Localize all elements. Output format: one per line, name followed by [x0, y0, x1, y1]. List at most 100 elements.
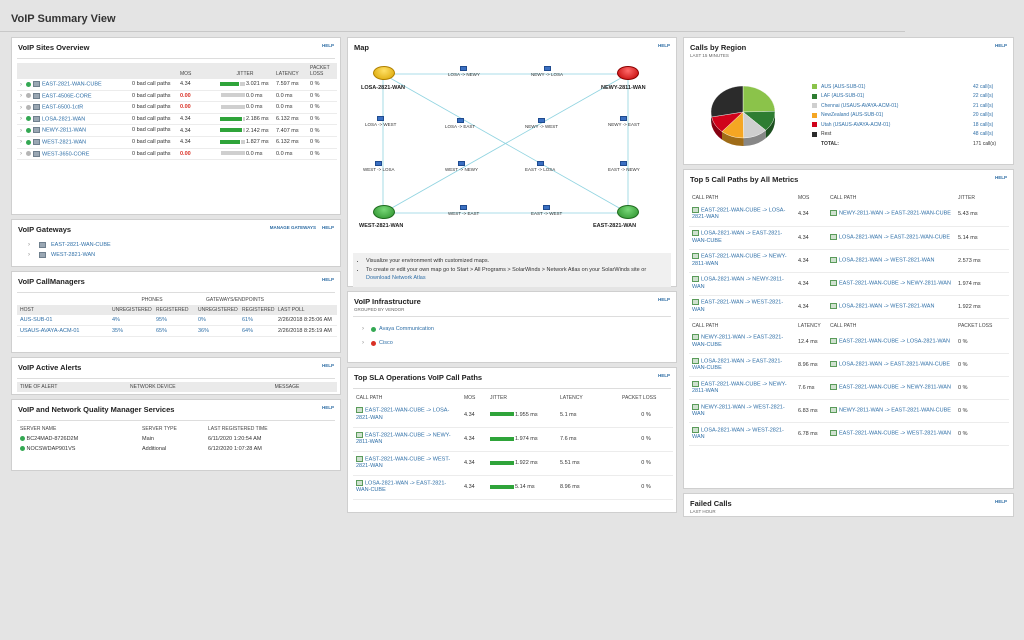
col-packet-loss[interactable]: PACKET LOSS: [619, 393, 673, 403]
region-pie-chart[interactable]: [698, 78, 788, 158]
router-icon[interactable]: [373, 205, 395, 219]
call-path-link[interactable]: LOSA-2821-WAN -> EAST-2821-WAN-CUBE: [839, 234, 950, 241]
call-path-link[interactable]: NEWY-2811-WAN -> EAST-2821-WAN-CUBE: [839, 210, 951, 217]
call-path-link[interactable]: EAST-2821-WAN-CUBE -> LOSA-2821-WAN: [692, 207, 786, 221]
col-server-name[interactable]: SERVER NAME: [17, 424, 139, 434]
col-call-path[interactable]: CALL PATH: [827, 320, 955, 331]
col-unregistered[interactable]: UNREGISTERED: [195, 305, 239, 315]
call-path-link[interactable]: LOSA-2821-WAN -> WEST-2821-WAN: [839, 257, 935, 264]
col-host[interactable]: HOST: [17, 305, 109, 315]
col-registered[interactable]: REGISTERED: [153, 305, 195, 315]
link-label[interactable]: EAST -> NEWY: [608, 161, 640, 172]
call-path-link[interactable]: EAST-2821-WAN-CUBE -> NEWY-2811-WAN: [692, 381, 787, 395]
table-row[interactable]: EAST-2821-WAN-CUBE -> NEWY-2811-WAN 4.34 1…: [353, 427, 673, 452]
table-row[interactable]: EAST-2821-WAN-CUBE -> LOSA-2821-WAN 4.34 1…: [353, 403, 673, 428]
site-row[interactable]: › WEST-3650-CORE 0 bad call paths 0.00 0.0 m…: [17, 148, 337, 161]
help-link[interactable]: HELP: [321, 225, 334, 230]
call-path-link[interactable]: EAST-2821-WAN-CUBE -> NEWY-2811-WAN: [839, 280, 951, 287]
help-link[interactable]: HELP: [657, 297, 670, 302]
call-path-link[interactable]: EAST-2821-WAN -> WEST-2821-WAN: [692, 299, 784, 313]
site-row[interactable]: › LOSA-2821-WAN 0 bad call paths 4.34 2.186 …: [17, 113, 337, 126]
col-jitter[interactable]: JITTER: [955, 193, 1009, 203]
vendor-item[interactable]: › Cisco: [362, 340, 393, 346]
call-path-link[interactable]: NEWY-2811-WAN -> EAST-2821-WAN-CUBE: [692, 334, 784, 348]
site-link[interactable]: WEST-3650-CORE: [42, 151, 90, 158]
call-path-link[interactable]: EAST-2821-WAN-CUBE -> NEWY-2811-WAN: [692, 253, 787, 267]
col-call-path[interactable]: CALL PATH: [827, 193, 955, 203]
col-call-path[interactable]: CALL PATH: [689, 193, 795, 203]
link-label[interactable]: NEWY -> LOSA: [531, 66, 563, 77]
help-link[interactable]: HELP: [994, 43, 1007, 48]
link-label[interactable]: EAST -> WEST: [531, 205, 562, 216]
chevron-right-icon[interactable]: ›: [20, 139, 22, 146]
col-time-of-alert[interactable]: TIME OF ALERT: [17, 382, 127, 392]
router-icon[interactable]: [373, 66, 395, 80]
site-row[interactable]: › WEST-2821-WAN 0 bad call paths 4.34 1.827 …: [17, 136, 337, 149]
call-path-link[interactable]: EAST-2821-WAN-CUBE -> NEWY-2811-WAN: [356, 432, 451, 446]
col-last-registered[interactable]: LAST REGISTERED TIME: [205, 424, 337, 434]
node-label-losa[interactable]: LOSA-2821-WAN: [361, 85, 406, 91]
col-jitter[interactable]: JITTER: [487, 393, 557, 403]
col-mos[interactable]: MOS: [795, 193, 827, 203]
link-label[interactable]: WEST -> EAST: [448, 205, 479, 216]
col-last-poll[interactable]: LAST POLL: [275, 305, 337, 315]
col-mos[interactable]: MOS: [461, 393, 487, 403]
gateway-item[interactable]: › EAST-2821-WAN-CUBE: [28, 242, 111, 248]
node-label-east[interactable]: EAST-2821-WAN: [593, 223, 637, 229]
chevron-right-icon[interactable]: ›: [20, 151, 22, 158]
col-network-device[interactable]: NETWORK DEVICE: [127, 382, 237, 392]
link-label[interactable]: WEST -> LOSA: [363, 161, 395, 172]
site-row[interactable]: › EAST-2821-WAN-CUBE 0 bad call paths 4.34 3…: [17, 79, 337, 91]
call-path-link[interactable]: NEWY-2811-WAN -> EAST-2821-WAN-CUBE: [839, 407, 951, 414]
network-map[interactable]: LOSA-2821-WAN NEWY-2811-WAN WEST-2821-WA…: [353, 58, 671, 253]
legend-item[interactable]: LAF (AUS-SUB-01) 22 call(s): [812, 92, 1007, 102]
gateway-item[interactable]: › WEST-2821-WAN: [28, 252, 96, 258]
site-row[interactable]: › NEWY-2811-WAN 0 bad call paths 4.34 2.142 …: [17, 124, 337, 137]
call-path-link[interactable]: EAST-2821-WAN-CUBE -> NEWY-2811-WAN: [839, 384, 951, 391]
table-row[interactable]: LOSA-2821-WAN -> EAST-2821-WAN-CUBE 4.34 5…: [353, 475, 673, 500]
call-path-link[interactable]: LOSA-2821-WAN -> WEST-2821-WAN: [692, 427, 784, 441]
col-message[interactable]: MESSAGE: [237, 382, 337, 392]
site-row[interactable]: › EAST-6500-1ctR 0 bad call paths 0.00 0.0 m…: [17, 101, 337, 114]
node-label-west[interactable]: WEST-2821-WAN: [359, 223, 404, 229]
call-path-link[interactable]: EAST-2821-WAN-CUBE -> LOSA-2821-WAN: [839, 338, 950, 345]
table-row[interactable]: EAST-2821-WAN-CUBE -> WEST-2821-WAN 4.34 1…: [353, 451, 673, 476]
legend-item[interactable]: AUS (AUS-SUB-01) 42 call(s): [812, 82, 1007, 92]
chevron-right-icon[interactable]: ›: [28, 252, 30, 258]
legend-item[interactable]: NewZealand (AUS-SUB-01) 20 call(s): [812, 111, 1007, 121]
help-link[interactable]: HELP: [321, 43, 334, 48]
col-call-path[interactable]: CALL PATH: [353, 393, 461, 403]
col-latency[interactable]: LATENCY: [557, 393, 619, 403]
link-label[interactable]: LOSA -> NEWY: [448, 66, 480, 77]
site-link[interactable]: NEWY-2811-WAN: [42, 127, 87, 134]
site-link[interactable]: LOSA-2821-WAN: [42, 116, 86, 123]
link-label[interactable]: EAST -> LOSA: [525, 161, 555, 172]
col-packet-loss[interactable]: PACKET LOSS: [307, 63, 337, 79]
manage-gateways-link[interactable]: MANAGE GATEWAYS: [269, 225, 316, 230]
call-path-link[interactable]: NEWY-2811-WAN -> WEST-2821-WAN: [692, 404, 785, 418]
col-registered[interactable]: REGISTERED: [239, 305, 275, 315]
site-link[interactable]: EAST-6500-1ctR: [42, 104, 84, 111]
download-network-atlas-link[interactable]: Download Network Atlas: [366, 275, 426, 282]
pie-slice[interactable]: [710, 85, 744, 118]
call-path-link[interactable]: LOSA-2821-WAN -> WEST-2821-WAN: [839, 303, 935, 310]
site-link[interactable]: EAST-2821-WAN-CUBE: [42, 81, 102, 88]
help-link[interactable]: HELP: [657, 43, 670, 48]
router-icon[interactable]: [617, 205, 639, 219]
col-call-path[interactable]: CALL PATH: [689, 320, 795, 331]
col-latency[interactable]: LATENCY: [795, 320, 827, 331]
col-unregistered[interactable]: UNREGISTERED: [109, 305, 153, 315]
call-path-link[interactable]: EAST-2821-WAN-CUBE -> WEST-2821-WAN: [839, 430, 951, 437]
help-link[interactable]: HELP: [994, 175, 1007, 180]
router-icon[interactable]: [617, 66, 639, 80]
host-link[interactable]: USAUS-AVAYA-ACM-01: [17, 325, 109, 337]
call-path-link[interactable]: EAST-2821-WAN-CUBE -> WEST-2821-WAN: [356, 456, 451, 470]
call-path-link[interactable]: LOSA-2821-WAN -> EAST-2821-WAN-CUBE: [356, 480, 447, 494]
col-server-type[interactable]: SERVER TYPE: [139, 424, 205, 434]
help-link[interactable]: HELP: [321, 277, 334, 282]
help-link[interactable]: HELP: [994, 499, 1007, 504]
col-mos[interactable]: MOS: [177, 63, 217, 79]
link-label[interactable]: LOSA -> WEST: [365, 116, 396, 127]
chevron-right-icon[interactable]: ›: [362, 326, 364, 332]
legend-item[interactable]: Rest 48 call(s): [812, 130, 1007, 140]
